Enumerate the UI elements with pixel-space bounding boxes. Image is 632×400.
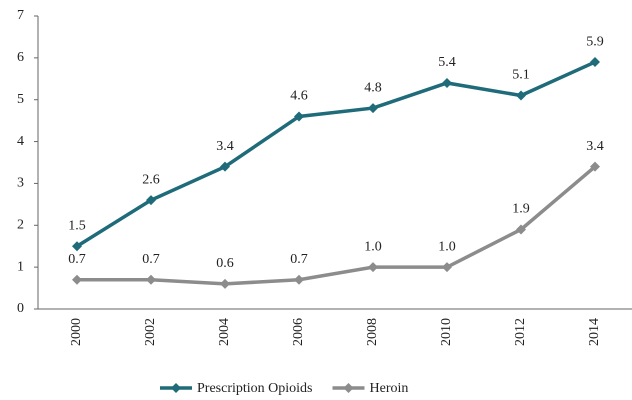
point-marker bbox=[220, 278, 230, 289]
x-tick-label: 2006 bbox=[291, 318, 306, 346]
point-marker bbox=[294, 111, 304, 122]
point-marker bbox=[72, 274, 82, 285]
data-label: 5.4 bbox=[438, 55, 456, 70]
x-tick-label: 2012 bbox=[513, 318, 528, 346]
legend-label: Heroin bbox=[370, 381, 409, 396]
data-label: 3.4 bbox=[216, 139, 234, 154]
data-label: 0.6 bbox=[216, 256, 234, 271]
x-tick-label: 2010 bbox=[439, 318, 454, 346]
y-tick-label: 4 bbox=[17, 134, 24, 149]
legend-label: Prescription Opioids bbox=[197, 381, 313, 396]
data-label: 1.0 bbox=[438, 239, 456, 254]
point-marker bbox=[368, 103, 378, 114]
x-tick-label: 2000 bbox=[69, 318, 84, 346]
point-marker bbox=[294, 274, 304, 285]
data-label: 1.0 bbox=[364, 239, 382, 254]
x-tick-label: 2002 bbox=[143, 318, 158, 346]
series-line bbox=[77, 165, 597, 286]
y-tick-label: 5 bbox=[17, 92, 24, 107]
point-marker bbox=[146, 274, 156, 285]
data-label: 0.7 bbox=[290, 252, 308, 267]
point-marker bbox=[516, 224, 526, 235]
data-label: 2.6 bbox=[142, 172, 160, 187]
point-marker bbox=[368, 262, 378, 273]
data-label: 1.5 bbox=[68, 218, 86, 233]
y-tick-label: 0 bbox=[17, 301, 24, 316]
data-label: 4.6 bbox=[290, 89, 308, 104]
point-marker bbox=[72, 241, 82, 252]
series-line bbox=[76, 60, 596, 248]
y-tick-label: 6 bbox=[17, 50, 24, 65]
data-label: 5.1 bbox=[512, 68, 530, 83]
y-tick-label: 3 bbox=[17, 176, 24, 191]
point-marker bbox=[590, 161, 600, 172]
point-marker bbox=[590, 57, 600, 68]
legend-marker bbox=[343, 383, 354, 393]
legend-marker bbox=[171, 383, 181, 393]
data-label: 1.9 bbox=[512, 202, 530, 217]
y-tick-label: 2 bbox=[17, 218, 24, 233]
point-marker bbox=[146, 195, 156, 206]
data-label: 3.4 bbox=[586, 139, 604, 154]
y-tick-label: 1 bbox=[17, 259, 24, 274]
data-label: 0.7 bbox=[68, 252, 86, 267]
x-tick-label: 2014 bbox=[587, 318, 602, 346]
point-marker bbox=[442, 77, 452, 88]
point-marker bbox=[442, 262, 452, 273]
x-tick-label: 2008 bbox=[365, 318, 380, 346]
x-tick-label: 2004 bbox=[217, 318, 232, 346]
data-label: 0.7 bbox=[142, 252, 160, 267]
data-label: 4.8 bbox=[364, 80, 382, 95]
point-marker bbox=[516, 90, 526, 101]
y-tick-label: 7 bbox=[17, 8, 24, 23]
point-marker bbox=[220, 161, 230, 172]
data-label: 5.9 bbox=[586, 34, 604, 49]
